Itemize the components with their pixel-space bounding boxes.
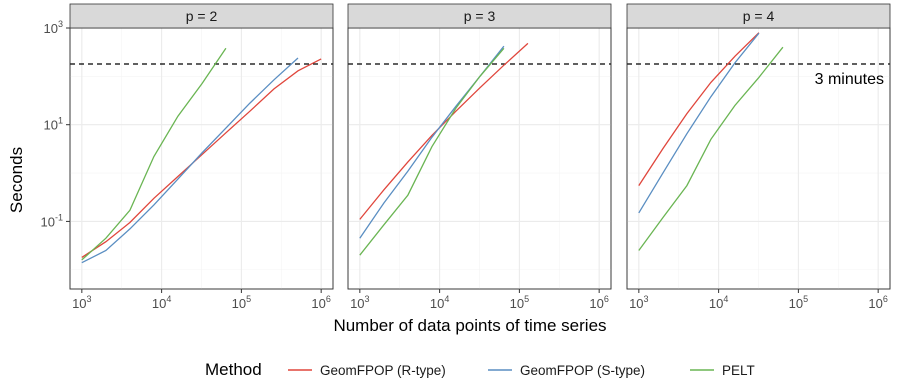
facet-strip (347, 3, 612, 29)
x-tick-label: 106 (589, 294, 608, 311)
x-tick-label: 104 (430, 294, 449, 311)
x-tick-label: 103 (350, 294, 369, 311)
y-axis-title: Seconds (7, 147, 26, 213)
legend: Method GeomFPOP (R-type) GeomFPOP (S-type… (205, 360, 755, 379)
y-tick-label: 101 (44, 116, 63, 133)
series-line-pelt (359, 47, 505, 256)
x-tick-label: 105 (510, 294, 529, 311)
x-tick-label: 105 (789, 294, 808, 311)
series-line-geomfpop-r-type (359, 42, 529, 220)
x-tick-label: 104 (709, 294, 728, 311)
legend-label-geomfpop-r-type: GeomFPOP (R-type) (320, 363, 446, 378)
y-tick-label: 103 (44, 19, 63, 36)
x-tick-label: 103 (72, 294, 91, 311)
reference-line-label: 3 minutes (815, 71, 884, 88)
facet-strip-label: p = 4 (743, 8, 775, 24)
x-tick-label: 106 (311, 294, 330, 311)
x-axis-title: Number of data points of time series (333, 316, 606, 335)
series-line-geomfpop-r-type (81, 58, 322, 258)
panel-1: p = 2 103 104 105 106 10-1 101 103 (41, 3, 334, 311)
x-tick-label: 105 (232, 294, 251, 311)
series-line-geomfpop-r-type (638, 32, 760, 186)
facet-strip-label: p = 2 (186, 8, 218, 24)
facet-strip-label: p = 3 (464, 8, 496, 24)
facet-strip (69, 3, 334, 29)
series-line-geomfpop-s-type (638, 32, 760, 214)
x-tick-label: 106 (868, 294, 887, 311)
panels: p = 2 103 104 105 106 10-1 101 103 p = 3 103 104 10… (41, 3, 891, 311)
facet-strip (626, 3, 891, 29)
series-line-geomfpop-s-type (81, 57, 299, 264)
series-line-pelt (638, 46, 784, 251)
x-tick-label: 103 (629, 294, 648, 311)
legend-label-geomfpop-s-type: GeomFPOP (S-type) (520, 363, 645, 378)
series-line-pelt (81, 47, 227, 261)
y-tick-label: 10-1 (41, 212, 63, 229)
legend-label-pelt: PELT (722, 363, 755, 378)
panel-3: p = 4 103 104 105 106 3 minutes (626, 3, 891, 311)
x-tick-label: 104 (152, 294, 171, 311)
legend-title: Method (205, 360, 262, 379)
panel-2: p = 3 103 104 105 106 (347, 3, 612, 311)
